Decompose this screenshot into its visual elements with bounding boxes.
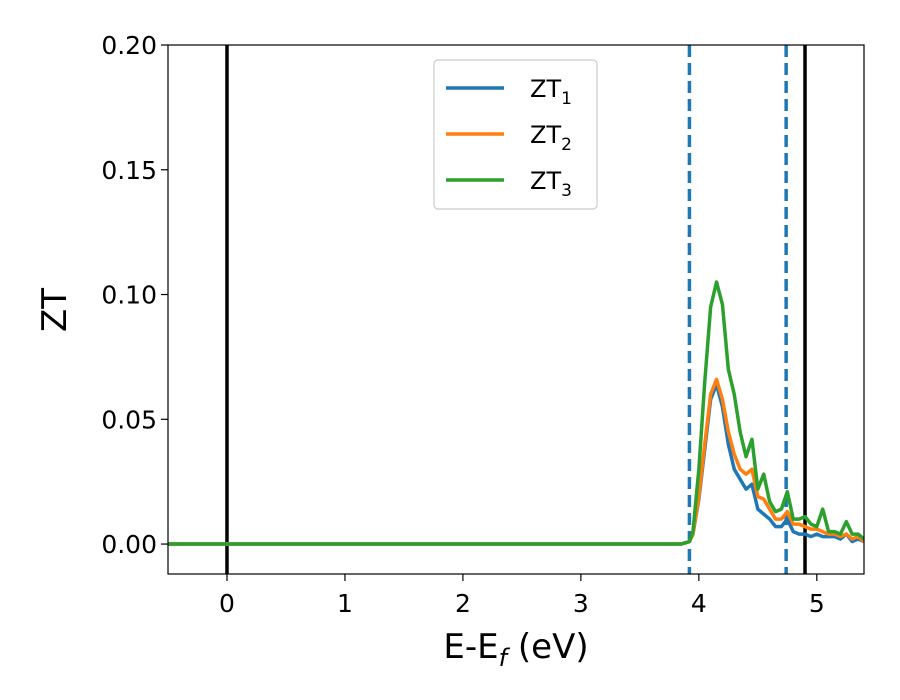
y-tick-label: 0.20 (101, 31, 157, 60)
y-axis-label: ZT (35, 288, 75, 332)
legend: ZT1 ZT2 ZT3 (433, 59, 598, 210)
x-axis-ticks: 0 1 2 3 4 5 (219, 574, 825, 618)
series-line-zt2 (168, 377, 864, 546)
y-tick-label: 0.05 (101, 405, 157, 434)
legend-label-zt1: ZT1 (530, 75, 572, 109)
y-tick-label: 0.00 (101, 530, 157, 559)
y-tick-label: 0.10 (101, 281, 157, 310)
x-tick-label: 5 (809, 589, 825, 618)
x-tick-label: 4 (691, 589, 707, 618)
x-axis-label: E-Ef (eV) (443, 627, 588, 672)
x-tick-label: 2 (455, 589, 471, 618)
legend-box (433, 59, 598, 210)
series-line-zt3 (168, 280, 864, 546)
x-tick-label: 0 (219, 589, 235, 618)
plot-content (168, 45, 864, 574)
y-tick-label: 0.15 (101, 156, 157, 185)
plot-frame (167, 44, 865, 575)
y-axis-ticks: 0.00 0.05 0.10 0.15 0.20 (101, 31, 168, 559)
plot-area (167, 44, 865, 575)
x-tick-label: 3 (573, 589, 589, 618)
x-tick-label: 1 (337, 589, 353, 618)
legend-label-zt2: ZT2 (530, 121, 572, 155)
legend-label-zt3: ZT3 (530, 167, 572, 201)
